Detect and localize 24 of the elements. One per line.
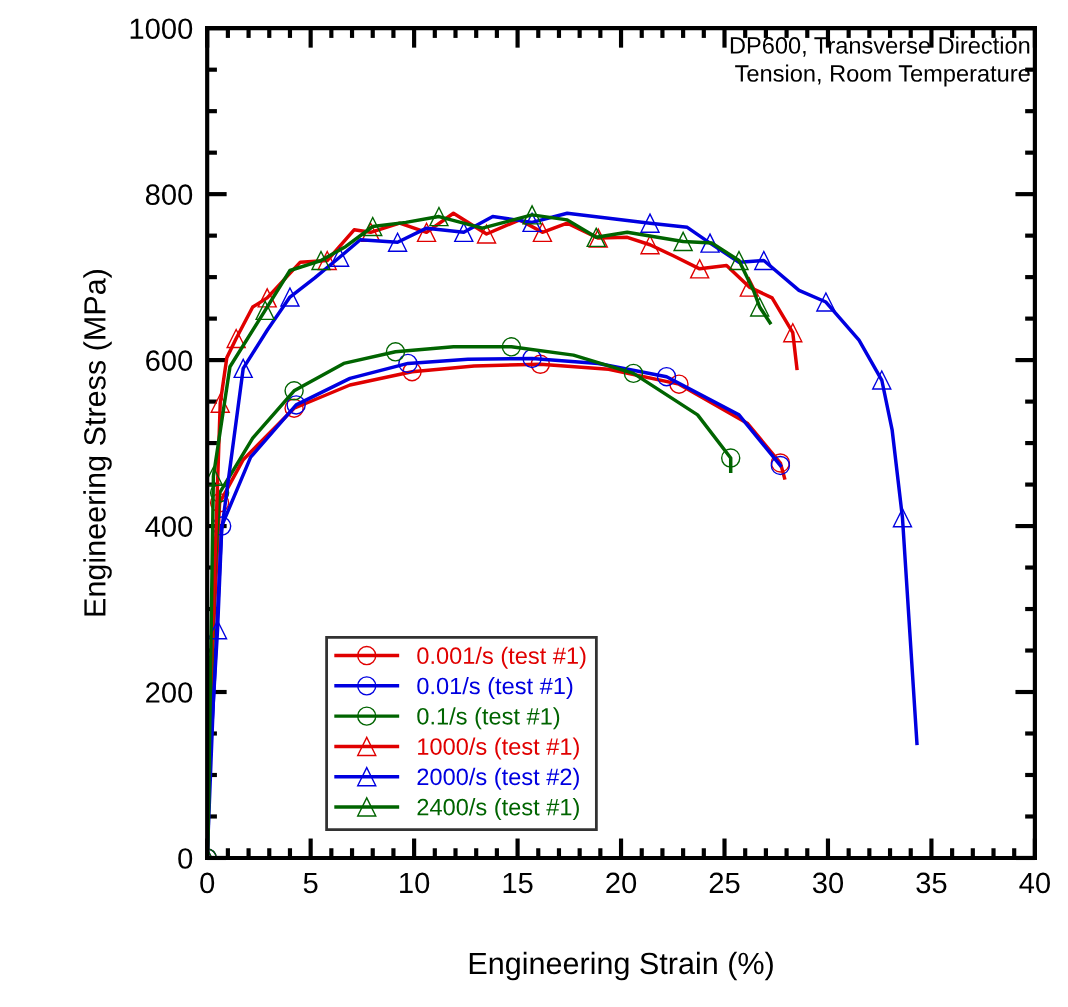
x-tick-label: 30 bbox=[812, 872, 844, 894]
legend-label: 2400/s (test #1) bbox=[417, 798, 579, 821]
legend-label: 0.001/s (test #1) bbox=[417, 646, 586, 669]
legend-label: 0.1/s (test #1) bbox=[417, 707, 560, 730]
y-axis-title: Engineering Stress (MPa) bbox=[83, 270, 112, 616]
x-tick-label: 35 bbox=[916, 872, 947, 894]
x-tick-label: 10 bbox=[400, 872, 430, 894]
y-tick-label: 800 bbox=[145, 184, 193, 206]
annotation: DP600, Transverse Direction Tension, Room Temperature bbox=[730, 36, 1030, 87]
x-tick-label: 20 bbox=[606, 872, 637, 894]
x-tick-label: 40 bbox=[1019, 872, 1050, 894]
legend-label: 1000/s (test #1) bbox=[418, 737, 579, 760]
x-tick-label: 25 bbox=[709, 872, 740, 894]
x-tick-label: 15 bbox=[503, 872, 533, 894]
x-axis-title: Engineering Strain (%) bbox=[469, 951, 773, 981]
legend-label: 0.01/s (test #1) bbox=[417, 677, 573, 700]
y-tick-label: 400 bbox=[145, 516, 193, 537]
legend-label: 2000/s (test #2) bbox=[417, 767, 579, 790]
y-tick-label: 200 bbox=[146, 682, 193, 703]
y-tick-label: 600 bbox=[146, 350, 193, 371]
y-tick-label: 1000 bbox=[130, 18, 193, 40]
y-tick-label: 0 bbox=[178, 848, 193, 869]
x-tick-label: 0 bbox=[200, 872, 215, 894]
x-tick-label: 5 bbox=[303, 872, 318, 894]
